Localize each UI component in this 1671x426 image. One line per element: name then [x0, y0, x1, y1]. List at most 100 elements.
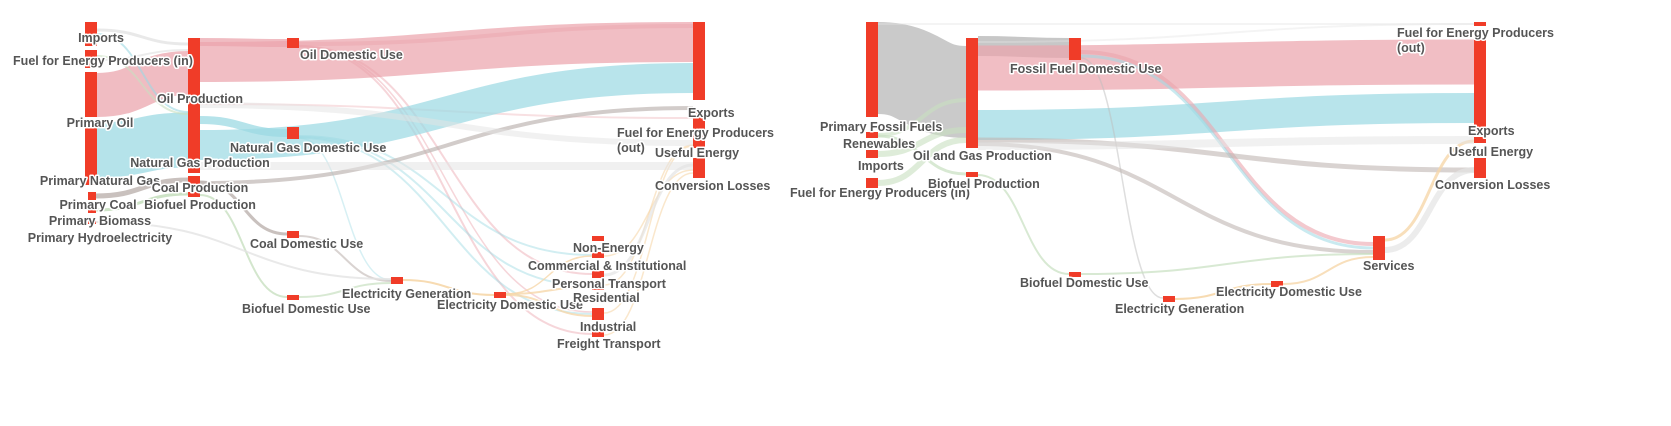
link-right-sankey-fossil_dom-to-services[interactable]	[1080, 54, 1374, 250]
node-fossil_dom[interactable]	[1069, 38, 1081, 60]
node-elec_gen[interactable]	[391, 277, 403, 284]
link-left-sankey-elec_gen-to-elec_dom[interactable]	[402, 279, 495, 296]
label-coal_dom: Coal Domestic Use	[250, 237, 363, 251]
node-primary_hydro[interactable]	[88, 220, 96, 224]
link-left-sankey-gas_dom-to-residential[interactable]	[298, 136, 593, 287]
link-left-sankey-imports-to-gas_prod[interactable]	[96, 33, 189, 113]
link-left-sankey-oil_prod-to-useful[interactable]	[199, 102, 694, 146]
link-left-sankey-industrial-to-useful[interactable]	[603, 145, 694, 314]
node-useful[interactable]	[1474, 137, 1486, 143]
link-left-sankey-gas_dom-to-commercial[interactable]	[298, 135, 593, 256]
link-left-sankey-primary_biomass-to-bio_prod[interactable]	[95, 192, 189, 212]
link-left-sankey-commercial-to-losses[interactable]	[603, 169, 694, 257]
label-primary_coal: Primary Coal	[59, 198, 136, 212]
label-oilgas_prod: Oil and Gas Production	[913, 149, 1052, 163]
link-right-sankey-fossil_dom-to-services[interactable]	[1080, 50, 1374, 246]
link-left-sankey-imports-to-oil_prod[interactable]	[96, 28, 189, 46]
link-right-sankey-fossil_dom-to-elec_gen[interactable]	[1080, 57, 1164, 299]
link-left-sankey-coal_prod-to-exports[interactable]	[199, 106, 694, 185]
link-right-sankey-oilgas_prod-to-fuel_out[interactable]	[977, 23, 1475, 43]
node-primary_fossil[interactable]	[866, 22, 878, 117]
link-right-sankey-renewables-to-bio_prod[interactable]	[877, 134, 967, 176]
link-left-sankey-oil_dom-to-exports[interactable]	[298, 24, 694, 46]
node-imports[interactable]	[85, 22, 97, 46]
node-elec_dom[interactable]	[1271, 281, 1283, 287]
link-left-sankey-fuel_in-to-oil_prod[interactable]	[96, 49, 189, 61]
link-right-sankey-renewables-to-oilgas_prod[interactable]	[877, 98, 967, 137]
node-losses[interactable]	[693, 158, 705, 178]
link-left-sankey-freight-to-losses[interactable]	[603, 172, 694, 336]
link-left-sankey-gas_dom-to-elec_gen[interactable]	[298, 137, 392, 281]
node-fuel_out[interactable]	[1474, 22, 1486, 26]
node-oilgas_prod[interactable]	[966, 38, 978, 148]
link-left-sankey-oil_dom-to-industrial[interactable]	[298, 45, 593, 313]
node-fuel_in[interactable]	[866, 178, 878, 188]
node-coal_prod[interactable]	[188, 176, 200, 186]
node-industrial[interactable]	[592, 308, 604, 320]
node-renewables[interactable]	[866, 132, 878, 138]
link-left-sankey-fuel_in-to-gas_prod[interactable]	[96, 55, 189, 115]
node-residential[interactable]	[592, 282, 604, 290]
node-exports[interactable]	[693, 22, 705, 100]
node-losses[interactable]	[1474, 158, 1486, 178]
node-elec_dom[interactable]	[494, 292, 506, 298]
link-right-sankey-oilgas_prod-to-exports[interactable]	[977, 39, 1475, 91]
label-primary_gas: Primary Natural Gas	[40, 174, 160, 188]
node-useful[interactable]	[693, 138, 705, 148]
link-right-sankey-bio_prod-to-bio_dom[interactable]	[977, 174, 1070, 275]
link-left-sankey-primary_hydro-to-elec_gen[interactable]	[95, 221, 392, 280]
link-right-sankey-elec_dom-to-services[interactable]	[1282, 256, 1374, 285]
node-primary_biomass[interactable]	[88, 208, 96, 213]
node-primary_gas[interactable]	[85, 120, 97, 185]
node-fuel_in[interactable]	[85, 50, 97, 68]
link-right-sankey-elec_gen-to-elec_dom[interactable]	[1174, 283, 1272, 300]
node-commercial[interactable]	[592, 252, 604, 258]
node-bio_dom[interactable]	[1069, 272, 1081, 277]
link-left-sankey-elec_dom-to-industrial[interactable]	[505, 294, 593, 317]
node-freight[interactable]	[592, 332, 604, 337]
node-primary_coal[interactable]	[88, 192, 96, 200]
link-left-sankey-primary_gas-to-gas_prod[interactable]	[96, 112, 189, 178]
node-non_energy[interactable]	[592, 236, 604, 241]
link-right-sankey-fuel_in-to-oilgas_prod[interactable]	[877, 137, 967, 186]
link-left-sankey-residential-to-useful[interactable]	[603, 144, 694, 286]
node-oil_prod[interactable]	[188, 38, 200, 108]
node-bio_dom[interactable]	[287, 295, 299, 300]
link-left-sankey-primary_coal-to-coal_prod[interactable]	[95, 177, 189, 199]
label-fuel_out: Fuel for Energy Producers	[617, 126, 774, 140]
node-gas_prod[interactable]	[188, 108, 200, 173]
node-gas_dom[interactable]	[287, 127, 299, 139]
node-personal[interactable]	[592, 271, 604, 278]
link-left-sankey-bio_dom-to-elec_gen[interactable]	[298, 282, 392, 298]
node-primary_oil[interactable]	[85, 72, 97, 117]
link-right-sankey-oilgas_prod-to-losses[interactable]	[977, 137, 1475, 173]
link-left-sankey-oil_dom-to-freight[interactable]	[298, 46, 593, 335]
node-bio_prod[interactable]	[966, 172, 978, 177]
label-useful: Useful Energy	[1449, 145, 1533, 159]
node-fuel_out[interactable]	[693, 112, 705, 140]
node-oil_dom[interactable]	[287, 38, 299, 48]
link-left-sankey-bio_prod-to-bio_dom[interactable]	[199, 194, 288, 298]
node-exports[interactable]	[1474, 40, 1486, 133]
link-left-sankey-gas_dom-to-industrial[interactable]	[298, 137, 593, 315]
label-bio_dom: Biofuel Domestic Use	[242, 302, 371, 316]
link-right-sankey-primary_fossil-to-oilgas_prod[interactable]	[875, 22, 969, 138]
link-left-sankey-elec_dom-to-commercial[interactable]	[505, 255, 593, 295]
label-oil_dom: Oil Domestic Use	[300, 48, 403, 62]
link-right-sankey-oilgas_prod-to-useful[interactable]	[977, 136, 1475, 150]
link-right-sankey-bio_dom-to-services[interactable]	[1080, 253, 1374, 275]
node-elec_gen[interactable]	[1163, 296, 1175, 302]
link-right-sankey-imports-to-oilgas_prod[interactable]	[877, 127, 967, 157]
link-right-sankey-oilgas_prod-to-exports[interactable]	[977, 93, 1475, 140]
node-services[interactable]	[1373, 236, 1385, 260]
link-left-sankey-oil_dom-to-personal[interactable]	[298, 45, 593, 275]
node-coal_dom[interactable]	[287, 231, 299, 238]
node-bio_prod[interactable]	[188, 192, 200, 197]
sankey-nodes	[85, 22, 1486, 337]
link-right-sankey-services-to-useful[interactable]	[1384, 139, 1475, 242]
link-left-sankey-elec_dom-to-residential[interactable]	[505, 286, 593, 295]
link-right-sankey-services-to-losses[interactable]	[1384, 167, 1475, 253]
link-left-sankey-oil_prod-to-exports[interactable]	[199, 22, 694, 82]
node-imports[interactable]	[866, 150, 878, 158]
link-left-sankey-gas_prod-to-exports[interactable]	[199, 63, 694, 160]
